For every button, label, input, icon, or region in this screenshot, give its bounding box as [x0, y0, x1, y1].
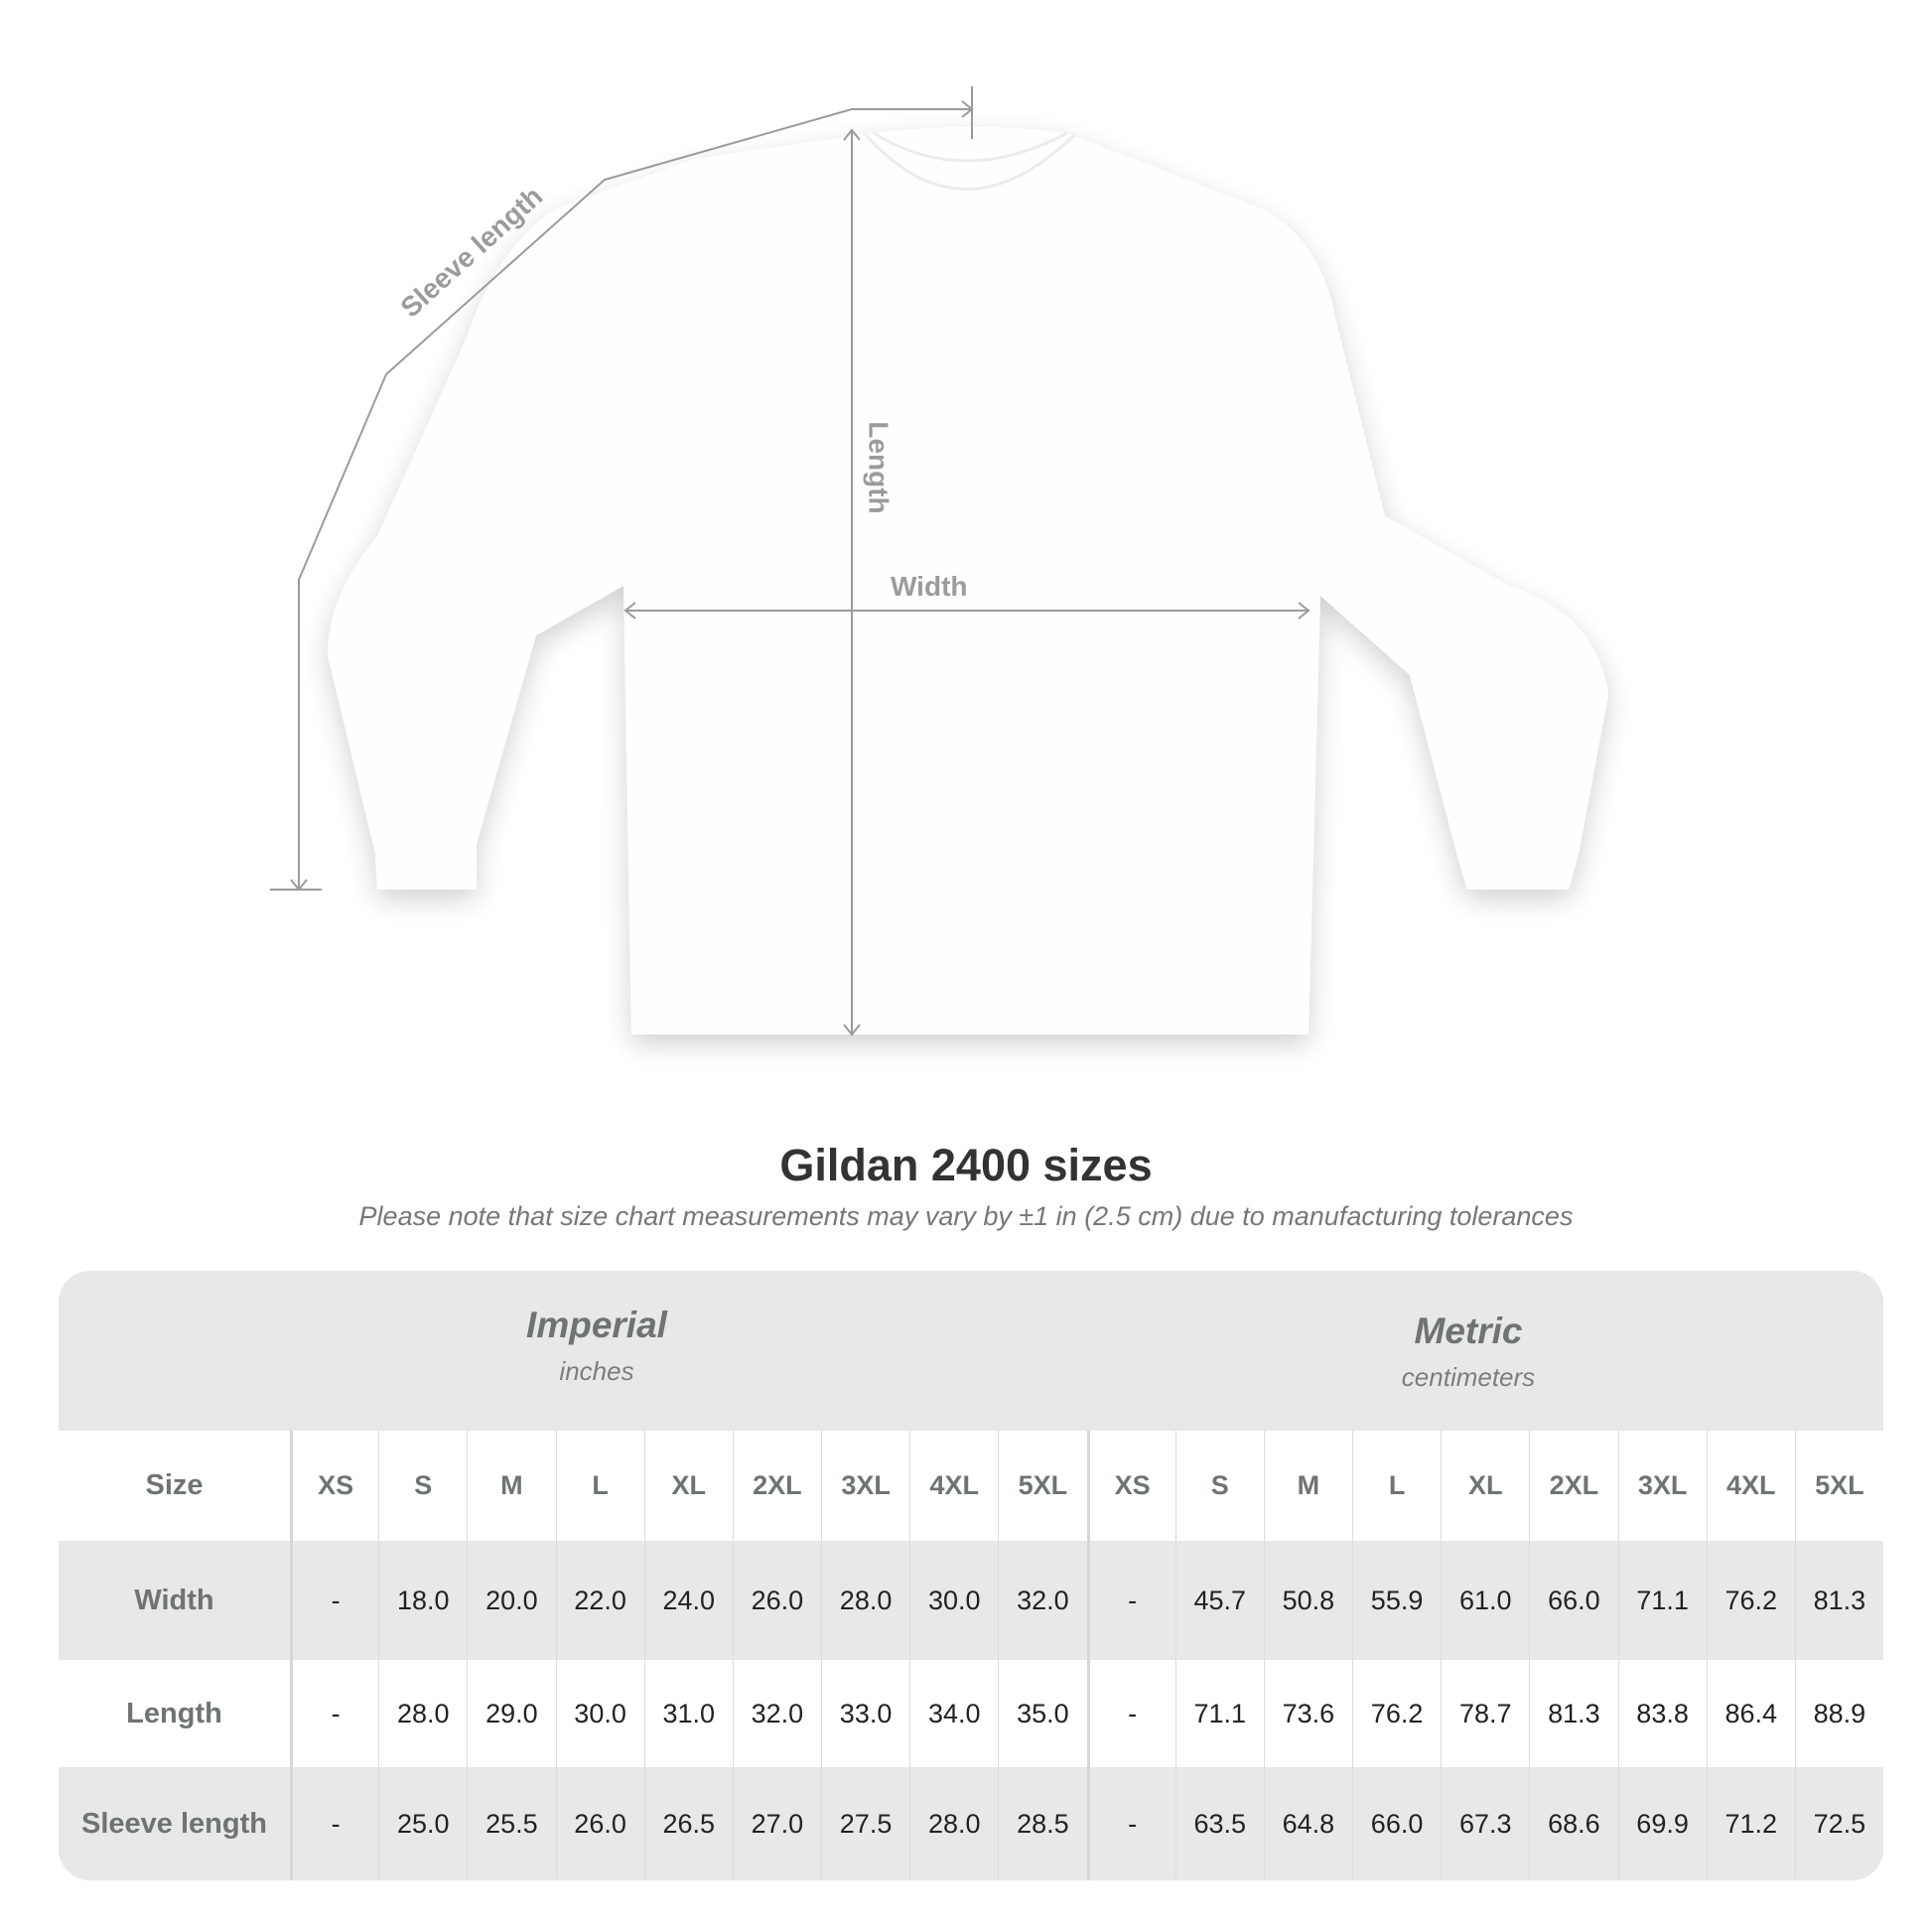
size-header-row: Size XS S M L XL 2XL 3XL 4XL 5XL XS S M L XL 2XL 3XL 4XL 5… — [59, 1431, 1883, 1541]
cell-imperial: 20.0 — [467, 1541, 555, 1660]
size-header-imperial: 4XL — [909, 1431, 998, 1541]
cell-imperial: 28.0 — [909, 1767, 998, 1880]
cell-metric: 81.3 — [1529, 1660, 1617, 1767]
size-header-imperial: 3XL — [821, 1431, 909, 1541]
cell-imperial: 35.0 — [998, 1660, 1086, 1767]
cell-metric: 61.0 — [1441, 1541, 1529, 1660]
size-header-imperial: S — [378, 1431, 467, 1541]
cell-imperial: 30.0 — [909, 1541, 998, 1660]
cell-metric: 86.4 — [1706, 1660, 1795, 1767]
size-header-metric: 3XL — [1617, 1431, 1707, 1541]
size-header-imperial: 2XL — [732, 1431, 821, 1541]
imperial-header: Imperial inches — [348, 1305, 845, 1387]
shirt-illustration — [270, 86, 1608, 1036]
cell-metric: 78.7 — [1441, 1660, 1529, 1767]
cell-metric: 67.3 — [1441, 1767, 1529, 1880]
cell-imperial: 24.0 — [643, 1541, 733, 1660]
cell-metric: - — [1086, 1541, 1175, 1660]
size-header-imperial: L — [555, 1431, 644, 1541]
cell-imperial: 25.5 — [467, 1767, 555, 1880]
tolerance-note: Please note that size chart measurements… — [358, 1201, 1574, 1231]
cell-metric: 64.8 — [1263, 1767, 1352, 1880]
size-table: Imperial inches Metric centimeters Size X… — [59, 1271, 1883, 1880]
cell-imperial: 29.0 — [467, 1660, 555, 1767]
cell-metric: 50.8 — [1263, 1541, 1352, 1660]
size-header-imperial: XS — [290, 1431, 378, 1541]
cell-metric: 76.2 — [1352, 1660, 1441, 1767]
size-header-metric: M — [1263, 1431, 1352, 1541]
measure-lines — [270, 86, 1311, 1036]
imperial-title: Imperial — [526, 1305, 667, 1345]
row-label: Length — [126, 1697, 222, 1729]
size-header-imperial: XL — [643, 1431, 733, 1541]
cell-metric: 83.8 — [1617, 1660, 1707, 1767]
cell-imperial: 28.5 — [998, 1767, 1086, 1880]
table-row: Width -18.0 20.0 22.0 24.0 26.0 28.0 30.0 32.0-4… — [59, 1541, 1883, 1660]
cell-imperial: 26.0 — [732, 1541, 821, 1660]
size-header-metric: 4XL — [1706, 1431, 1795, 1541]
metric-unit: centimeters — [1401, 1362, 1536, 1392]
shirt-diagram: Sleeve length Length Width — [270, 86, 1608, 1036]
cell-imperial: 28.0 — [378, 1660, 467, 1767]
long-sleeve-shirt — [328, 127, 1608, 1035]
cell-imperial: 18.0 — [378, 1541, 467, 1660]
cell-metric: 66.0 — [1352, 1767, 1441, 1880]
length-label: Length — [863, 421, 895, 514]
cell-metric: 71.2 — [1706, 1767, 1795, 1880]
cell-metric: 68.6 — [1529, 1767, 1617, 1880]
cell-imperial: - — [290, 1767, 378, 1880]
size-header-imperial: 5XL — [998, 1431, 1086, 1541]
size-header-imperial: M — [467, 1431, 555, 1541]
size-header-metric: XL — [1441, 1431, 1529, 1541]
table-row: Length -28.0 29.0 30.0 31.0 32.0 33.0 34.0 35.0-… — [59, 1660, 1883, 1767]
row-label: Width — [134, 1584, 214, 1616]
cell-imperial: 26.5 — [643, 1767, 733, 1880]
cell-imperial: 30.0 — [555, 1660, 644, 1767]
cell-metric: 73.6 — [1263, 1660, 1352, 1767]
system-header: Imperial inches Metric centimeters — [59, 1271, 1883, 1431]
cell-imperial: 32.0 — [998, 1541, 1086, 1660]
size-header-metric: 2XL — [1529, 1431, 1617, 1541]
size-header-metric: XS — [1086, 1431, 1175, 1541]
cell-metric: 71.1 — [1174, 1660, 1264, 1767]
table-row: Sleeve length -25.0 25.5 26.0 26.5 27.0 27.5 28… — [59, 1767, 1883, 1880]
cell-imperial: - — [290, 1541, 378, 1660]
cell-imperial: - — [290, 1660, 378, 1767]
cell-metric: - — [1086, 1767, 1175, 1880]
cell-imperial: 31.0 — [643, 1660, 733, 1767]
metric-header: Metric centimeters — [1220, 1311, 1717, 1393]
cell-metric: 71.1 — [1617, 1541, 1707, 1660]
cell-imperial: 33.0 — [821, 1660, 909, 1767]
size-header-metric: S — [1174, 1431, 1264, 1541]
cell-metric: 72.5 — [1794, 1767, 1883, 1880]
cell-imperial: 22.0 — [555, 1541, 644, 1660]
cell-imperial: 26.0 — [555, 1767, 644, 1880]
cell-metric: 81.3 — [1794, 1541, 1883, 1660]
cell-imperial: 34.0 — [909, 1660, 998, 1767]
cell-metric: - — [1086, 1660, 1175, 1767]
row-label: Sleeve length — [81, 1807, 267, 1840]
cell-metric: 88.9 — [1794, 1660, 1883, 1767]
page-title: Gildan 2400 sizes — [779, 1140, 1153, 1190]
cell-metric: 69.9 — [1617, 1767, 1707, 1880]
cell-metric: 66.0 — [1529, 1541, 1617, 1660]
size-header-metric: 5XL — [1794, 1431, 1883, 1541]
cell-metric: 63.5 — [1174, 1767, 1264, 1880]
width-label: Width — [891, 571, 968, 602]
cell-imperial: 28.0 — [821, 1541, 909, 1660]
size-header-metric: L — [1352, 1431, 1441, 1541]
size-column-label: Size — [145, 1469, 204, 1501]
cell-metric: 76.2 — [1706, 1541, 1795, 1660]
cell-imperial: 32.0 — [732, 1660, 821, 1767]
cell-imperial: 25.0 — [378, 1767, 467, 1880]
cell-metric: 55.9 — [1352, 1541, 1441, 1660]
cell-imperial: 27.5 — [821, 1767, 909, 1880]
imperial-unit: inches — [559, 1356, 634, 1386]
cell-imperial: 27.0 — [732, 1767, 821, 1880]
sleeve-length-line — [298, 108, 972, 890]
metric-title: Metric — [1414, 1311, 1523, 1351]
cell-metric: 45.7 — [1174, 1541, 1264, 1660]
